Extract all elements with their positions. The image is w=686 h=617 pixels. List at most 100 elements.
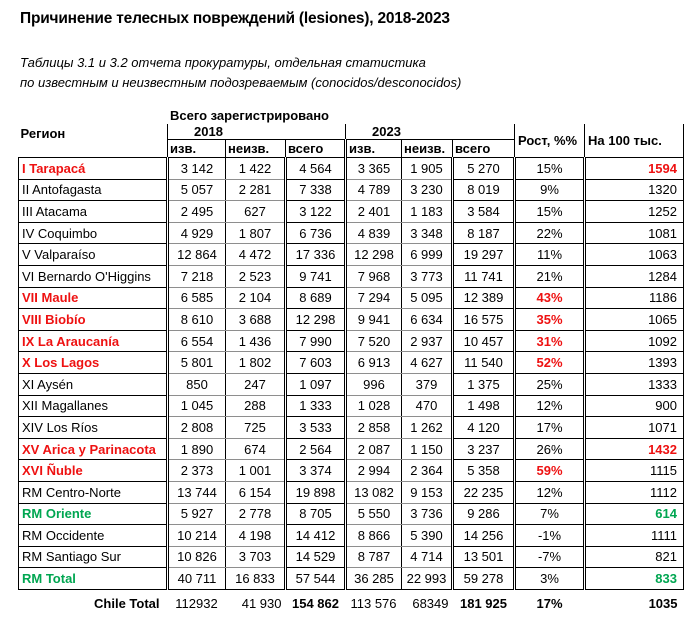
per100k-cell: 1115	[583, 459, 684, 482]
growth-cell: 35%	[513, 308, 586, 331]
value-cell: 8 689	[284, 286, 347, 310]
value-cell: 2 937	[401, 329, 454, 353]
value-cell: 996	[344, 372, 402, 396]
table-row: RM Santiago Sur 10 826 3 703 14 529 8 787 4 7…	[18, 545, 684, 569]
region-cell: I Tarapacá	[18, 157, 169, 180]
region-cell: RM Centro-Norte	[18, 480, 169, 504]
value-cell: 674	[225, 437, 287, 461]
table-row: RM Centro-Norte 13 744 6 154 19 898 13 082 9 …	[18, 480, 684, 504]
column-header-region: Регион	[20, 126, 66, 141]
value-cell: 1 045	[166, 394, 226, 418]
growth-cell: -1%	[513, 524, 586, 547]
value-cell: 1 802	[225, 351, 287, 374]
region-cell: II Antofagasta	[18, 178, 169, 202]
value-cell: 1 150	[401, 437, 454, 461]
growth-cell: 22%	[513, 221, 586, 245]
value-cell: 4 929	[166, 221, 226, 245]
value-cell: 4 789	[344, 178, 402, 202]
value-cell: 2 281	[225, 178, 287, 202]
region-cell: XI Aysén	[18, 372, 169, 396]
growth-cell: 12%	[513, 394, 586, 418]
value-cell: 1 890	[166, 437, 226, 461]
growth-cell: 17%	[513, 416, 586, 439]
value-cell: 6 154	[225, 480, 287, 504]
value-cell: 13 082	[344, 480, 402, 504]
per100k-cell: 1063	[583, 243, 684, 266]
value-cell: 5 927	[166, 502, 226, 526]
per100k-cell: 900	[583, 394, 684, 418]
value-cell: 1 905	[401, 157, 454, 180]
value-cell: 13 501	[451, 545, 516, 569]
value-cell: 4 564	[284, 157, 347, 180]
growth-cell: 12%	[513, 480, 586, 504]
chile-total-total-2023: 181 925	[460, 595, 507, 611]
region-cell: V Valparaíso	[18, 243, 169, 266]
value-cell: 1 262	[401, 416, 454, 439]
value-cell: 8 787	[344, 545, 402, 569]
value-cell: 8 187	[451, 221, 516, 245]
per100k-cell: 1186	[583, 286, 684, 310]
value-cell: 19 297	[451, 243, 516, 266]
value-cell: 2 994	[344, 459, 402, 482]
subheader-total-2023: всего	[452, 139, 515, 158]
value-cell: 3 736	[401, 502, 454, 526]
value-cell: 5 057	[166, 178, 226, 202]
table-row: IX La Araucanía 6 554 1 436 7 990 7 520 2 937…	[18, 329, 684, 353]
column-header-per100k: На 100 тыс.	[584, 124, 684, 158]
value-cell: 5 358	[451, 459, 516, 482]
value-cell: 6 913	[344, 351, 402, 374]
value-cell: 379	[401, 372, 454, 396]
value-cell: 3 703	[225, 545, 287, 569]
growth-cell: -7%	[513, 545, 586, 569]
table-header: Регион 2018 2023 Рост, %% На 100 тыс. из…	[19, 124, 684, 158]
growth-cell: 52%	[513, 351, 586, 374]
chile-total-total-2018: 154 862	[292, 595, 339, 611]
value-cell: 4 839	[344, 221, 402, 245]
value-cell: 9 153	[401, 480, 454, 504]
header-row-subcolumns: изв. неизв. всего изв. неизв. всего	[19, 139, 684, 158]
table-row: VI Bernardo O'Higgins 7 218 2 523 9 741 7 96…	[18, 264, 684, 288]
growth-cell: 21%	[513, 264, 586, 288]
value-cell: 10 457	[451, 329, 516, 353]
value-cell: 57 544	[284, 567, 347, 590]
value-cell: 2 858	[344, 416, 402, 439]
value-cell: 4 627	[401, 351, 454, 374]
per100k-cell: 821	[583, 545, 684, 569]
per100k-cell: 1065	[583, 308, 684, 331]
region-cell: XVI Ñuble	[18, 459, 169, 482]
value-cell: 5 390	[401, 524, 454, 547]
value-cell: 7 520	[344, 329, 402, 353]
value-cell: 8 610	[166, 308, 226, 331]
value-cell: 12 864	[166, 243, 226, 266]
value-cell: 3 374	[284, 459, 347, 482]
growth-cell: 59%	[513, 459, 586, 482]
value-cell: 3 122	[284, 200, 347, 223]
region-cell: III Atacama	[18, 200, 169, 223]
value-cell: 3 773	[401, 264, 454, 288]
value-cell: 4 472	[225, 243, 287, 266]
value-cell: 14 412	[284, 524, 347, 547]
chile-total-known-2018: 112932	[175, 595, 218, 611]
per100k-cell: 1320	[583, 178, 684, 202]
table-body: I Tarapacá 3 142 1 422 4 564 3 365 1 905 5 270…	[18, 157, 684, 590]
value-cell: 59 278	[451, 567, 516, 590]
growth-cell: 3%	[513, 567, 586, 590]
value-cell: 4 198	[225, 524, 287, 547]
value-cell: 3 365	[344, 157, 402, 180]
value-cell: 11 540	[451, 351, 516, 374]
value-cell: 12 298	[344, 243, 402, 266]
subheader-unknown-2018: неизв.	[225, 139, 286, 158]
per100k-cell: 833	[583, 567, 684, 590]
value-cell: 288	[225, 394, 287, 418]
subtitle: Таблицы 3.1 и 3.2 отчета прокуратуры, от…	[20, 53, 686, 93]
value-cell: 470	[401, 394, 454, 418]
value-cell: 12 389	[451, 286, 516, 310]
value-cell: 4 714	[401, 545, 454, 569]
chile-total-unknown-2018: 41 930	[241, 595, 282, 611]
subtitle-line-1: Таблицы 3.1 и 3.2 отчета прокуратуры, от…	[20, 55, 426, 70]
table-row: II Antofagasta 5 057 2 281 7 338 4 789 3 230 8…	[18, 178, 684, 202]
value-cell: 2 401	[344, 200, 402, 223]
table-row: IV Coquimbo 4 929 1 807 6 736 4 839 3 348 8 18…	[18, 221, 684, 245]
region-cell: VII Maule	[18, 286, 169, 310]
